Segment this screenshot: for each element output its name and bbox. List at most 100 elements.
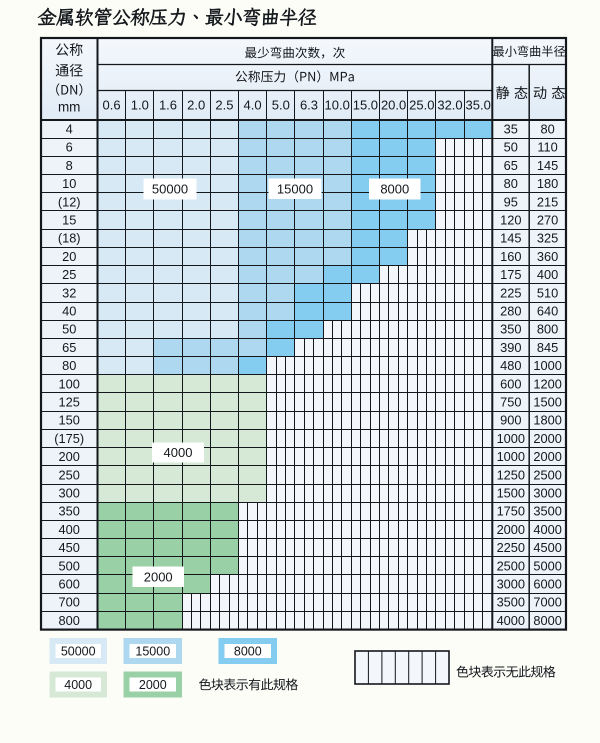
svg-text:900: 900 (500, 413, 521, 428)
svg-text:450: 450 (59, 540, 80, 555)
svg-text:4: 4 (66, 122, 73, 137)
svg-text:215: 215 (537, 194, 558, 209)
svg-text:4000: 4000 (164, 445, 193, 460)
svg-text:175: 175 (500, 267, 521, 282)
svg-text:80: 80 (62, 358, 76, 373)
svg-text:1000: 1000 (497, 449, 525, 464)
svg-text:180: 180 (537, 176, 558, 191)
svg-text:1750: 1750 (497, 504, 525, 519)
svg-text:80: 80 (504, 176, 518, 191)
svg-text:845: 845 (537, 340, 558, 355)
svg-text:(175): (175) (54, 431, 84, 446)
svg-text:270: 270 (537, 213, 558, 228)
svg-text:25: 25 (62, 267, 76, 282)
svg-text:25.0: 25.0 (409, 98, 434, 113)
svg-text:5000: 5000 (533, 558, 561, 573)
svg-text:145: 145 (537, 158, 558, 173)
svg-text:500: 500 (59, 558, 80, 573)
svg-text:3500: 3500 (497, 595, 525, 610)
svg-text:20: 20 (62, 249, 76, 264)
svg-text:0.6: 0.6 (103, 98, 121, 113)
svg-text:4500: 4500 (533, 540, 561, 555)
svg-text:8: 8 (66, 158, 73, 173)
svg-text:95: 95 (504, 194, 518, 209)
svg-text:8000: 8000 (380, 182, 409, 197)
svg-text:15000: 15000 (135, 644, 170, 658)
svg-text:5.0: 5.0 (272, 98, 290, 113)
svg-text:350: 350 (59, 504, 80, 519)
svg-text:2250: 2250 (497, 540, 525, 555)
svg-text:4000: 4000 (497, 613, 525, 628)
svg-text:3000: 3000 (497, 577, 525, 592)
svg-text:400: 400 (59, 522, 80, 537)
svg-text:50: 50 (62, 322, 76, 337)
svg-text:200: 200 (59, 449, 80, 464)
svg-text:35.0: 35.0 (466, 98, 491, 113)
svg-text:2.5: 2.5 (215, 98, 233, 113)
svg-text:1250: 1250 (497, 467, 525, 482)
svg-text:225: 225 (500, 285, 521, 300)
svg-text:600: 600 (500, 376, 521, 391)
svg-text:15: 15 (62, 213, 76, 228)
svg-text:2.0: 2.0 (187, 98, 205, 113)
svg-text:1800: 1800 (533, 413, 561, 428)
svg-text:350: 350 (500, 322, 521, 337)
svg-text:2000: 2000 (144, 569, 173, 584)
svg-text:1200: 1200 (533, 376, 561, 391)
svg-text:40: 40 (62, 304, 76, 319)
svg-text:800: 800 (537, 322, 558, 337)
svg-text:480: 480 (500, 358, 521, 373)
svg-text:65: 65 (62, 340, 76, 355)
svg-text:640: 640 (537, 304, 558, 319)
svg-text:125: 125 (59, 395, 80, 410)
svg-text:50: 50 (504, 140, 518, 155)
svg-text:15.0: 15.0 (353, 98, 378, 113)
svg-text:750: 750 (500, 395, 521, 410)
svg-text:6: 6 (66, 140, 73, 155)
svg-text:800: 800 (59, 613, 80, 628)
svg-text:80: 80 (540, 122, 554, 137)
svg-text:50000: 50000 (152, 182, 188, 197)
svg-text:300: 300 (59, 486, 80, 501)
svg-text:10: 10 (62, 176, 76, 191)
svg-text:(12): (12) (58, 194, 81, 209)
svg-text:4000: 4000 (533, 522, 561, 537)
svg-text:20.0: 20.0 (381, 98, 406, 113)
svg-text:32: 32 (62, 285, 76, 300)
svg-text:700: 700 (59, 595, 80, 610)
svg-text:8000: 8000 (533, 613, 561, 628)
svg-text:1.0: 1.0 (131, 98, 149, 113)
svg-text:4.0: 4.0 (244, 98, 262, 113)
svg-text:mm: mm (58, 100, 81, 115)
svg-text:6000: 6000 (533, 577, 561, 592)
svg-text:32.0: 32.0 (437, 98, 462, 113)
svg-text:35: 35 (504, 122, 518, 137)
svg-text:8000: 8000 (234, 644, 262, 658)
svg-text:145: 145 (500, 231, 521, 246)
svg-text:1500: 1500 (533, 395, 561, 410)
svg-text:1500: 1500 (497, 486, 525, 501)
svg-text:325: 325 (537, 231, 558, 246)
svg-text:3500: 3500 (533, 504, 561, 519)
svg-text:510: 510 (537, 285, 558, 300)
svg-text:65: 65 (504, 158, 518, 173)
svg-text:1000: 1000 (497, 431, 525, 446)
svg-text:120: 120 (500, 213, 521, 228)
svg-text:2000: 2000 (139, 678, 167, 692)
svg-text:1000: 1000 (533, 358, 561, 373)
svg-text:2500: 2500 (533, 467, 561, 482)
svg-text:6.3: 6.3 (300, 98, 318, 113)
svg-text:400: 400 (537, 267, 558, 282)
svg-text:2000: 2000 (533, 431, 561, 446)
svg-text:4000: 4000 (64, 678, 92, 692)
svg-text:10.0: 10.0 (325, 98, 350, 113)
svg-text:7000: 7000 (533, 595, 561, 610)
svg-text:100: 100 (59, 376, 80, 391)
svg-text:50000: 50000 (61, 644, 96, 658)
svg-text:15000: 15000 (277, 181, 313, 196)
svg-text:360: 360 (537, 249, 558, 264)
svg-text:600: 600 (59, 577, 80, 592)
svg-text:390: 390 (500, 340, 521, 355)
svg-text:160: 160 (500, 249, 521, 264)
svg-text:(18): (18) (58, 231, 81, 246)
